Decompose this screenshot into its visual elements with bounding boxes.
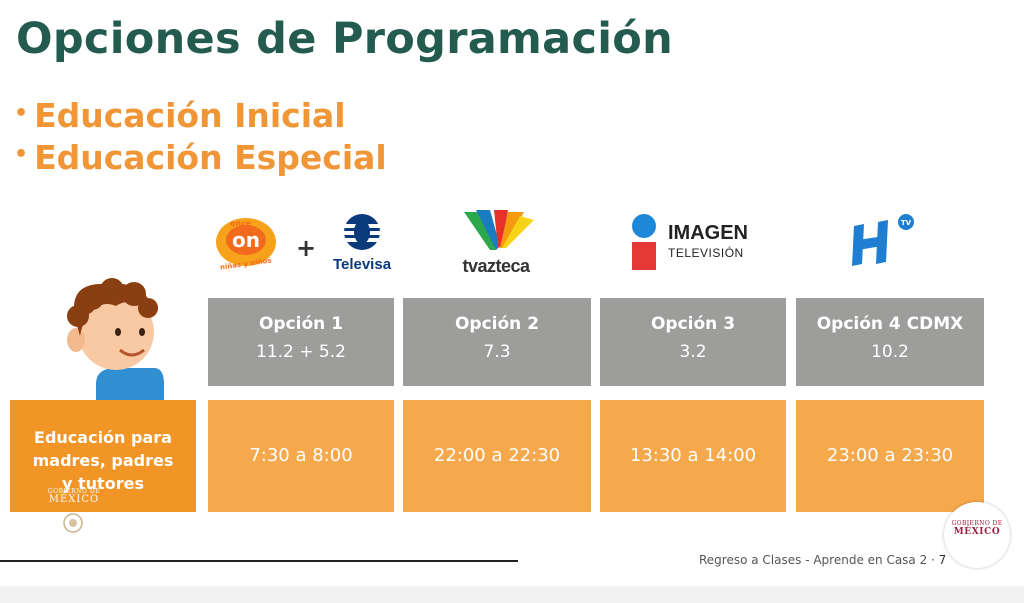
footer-divider: [0, 560, 518, 562]
page-number: 7: [938, 553, 947, 567]
bullet-list: • Educación Inicial • Educación Especial: [14, 96, 387, 179]
htv-logo: TV: [848, 212, 920, 274]
gobierno-badge-big: MÉXICO: [953, 527, 1001, 537]
gobierno-badge-small: GOBIERNO DE: [951, 520, 1003, 527]
option-1-header: Opción 1 11.2 + 5.2: [208, 298, 394, 386]
row-label-line: madres, padres: [32, 451, 174, 470]
option-4-header: Opción 4 CDMX 10.2: [796, 298, 984, 386]
tvazteca-label: tvazteca: [462, 256, 530, 276]
time-cell: 7:30 a 8:00: [208, 400, 394, 512]
plus-sign: +: [296, 234, 317, 262]
option-name: Opción 3: [650, 314, 736, 334]
option-channel: 7.3: [483, 342, 511, 362]
footer-caption: Regreso a Clases - Aprende en Casa 2 ·: [699, 553, 939, 567]
televisa-label: Televisa: [332, 256, 392, 273]
bullet-item: • Educación Especial: [14, 138, 387, 180]
once-ninos-logo: on once niñas y niños: [210, 212, 288, 272]
bottom-strip: [0, 586, 1024, 603]
imagen-television-logo: IMAGEN TELEVISIÓN: [628, 212, 768, 274]
gobierno-badge-logo: GOBIERNO DE MÉXICO: [944, 502, 1010, 568]
option-name: Opción 1: [258, 314, 344, 334]
imagen-sub: TELEVISIÓN: [668, 246, 744, 260]
time-cell: 13:30 a 14:00: [600, 400, 786, 512]
row-label-line: y tutores: [62, 474, 144, 493]
option-channel: 3.2: [679, 342, 707, 362]
svg-text:once: once: [230, 219, 252, 228]
gobierno-small: GOBIERNO DE: [47, 488, 101, 495]
gobierno-big: MÉXICO: [48, 494, 100, 505]
svg-text:on: on: [232, 228, 260, 252]
boy-illustration: [36, 272, 166, 400]
option-name: Opción 2: [454, 314, 540, 334]
footer-text: Regreso a Clases - Aprende en Casa 2 · 7: [699, 553, 946, 567]
time-cell: 22:00 a 22:30: [403, 400, 591, 512]
time-cell: 23:00 a 23:30: [796, 400, 984, 512]
gobierno-overlay-logo: GOBIERNO DE MÉXICO: [44, 488, 104, 505]
tvazteca-logo: tvazteca: [450, 206, 542, 278]
option-2-header: Opción 2 7.3: [403, 298, 591, 386]
row-label-line: Educación para: [34, 428, 172, 447]
imagen-name: IMAGEN: [668, 222, 748, 244]
option-3-header: Opción 3 3.2: [600, 298, 786, 386]
bullet-item: • Educación Inicial: [14, 96, 387, 138]
option-channel: 11.2 + 5.2: [256, 342, 346, 362]
option-channel: 10.2: [871, 342, 909, 362]
bullet-text: Educación Inicial: [34, 96, 346, 135]
bullet-dot-icon: •: [14, 142, 29, 167]
crest-icon: [62, 512, 84, 534]
bullet-text: Educación Especial: [34, 137, 387, 177]
row-label-educacion-padres: Educación para madres, padres y tutores: [10, 400, 196, 512]
slide-title: Opciones de Programación: [16, 14, 674, 64]
televisa-logo: Televisa: [324, 212, 400, 274]
svg-text:TV: TV: [901, 219, 912, 227]
option-name: Opción 4 CDMX: [816, 314, 964, 334]
bullet-dot-icon: •: [14, 100, 29, 126]
